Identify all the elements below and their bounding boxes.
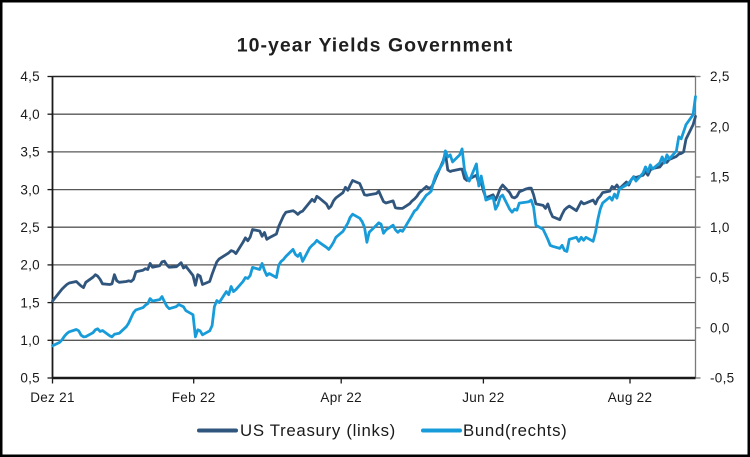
svg-text:2,0: 2,0 <box>20 258 40 273</box>
svg-text:1,5: 1,5 <box>20 295 40 310</box>
svg-text:Aug 22: Aug 22 <box>608 390 653 405</box>
svg-text:2,0: 2,0 <box>710 119 730 134</box>
svg-text:2,5: 2,5 <box>20 220 40 235</box>
svg-text:US Treasury (links): US Treasury (links) <box>240 421 396 440</box>
svg-text:0,5: 0,5 <box>20 371 40 386</box>
svg-text:10-year Yields Government: 10-year Yields Government <box>237 35 514 57</box>
svg-text:4,0: 4,0 <box>20 107 40 122</box>
svg-text:Jun 22: Jun 22 <box>462 390 504 405</box>
svg-text:1,0: 1,0 <box>20 333 40 348</box>
svg-text:3,0: 3,0 <box>20 182 40 197</box>
svg-text:Bund(rechts): Bund(rechts) <box>463 421 567 440</box>
svg-text:Dez 21: Dez 21 <box>30 390 75 405</box>
svg-text:Apr 22: Apr 22 <box>320 390 362 405</box>
svg-text:4,5: 4,5 <box>20 69 40 84</box>
svg-text:-0,5: -0,5 <box>710 371 734 386</box>
svg-text:0,0: 0,0 <box>710 320 730 335</box>
svg-text:2,5: 2,5 <box>710 69 730 84</box>
svg-text:0,5: 0,5 <box>710 270 730 285</box>
svg-text:3,5: 3,5 <box>20 145 40 160</box>
svg-text:1,5: 1,5 <box>710 170 730 185</box>
svg-text:Feb 22: Feb 22 <box>172 390 216 405</box>
svg-text:1,0: 1,0 <box>710 220 730 235</box>
